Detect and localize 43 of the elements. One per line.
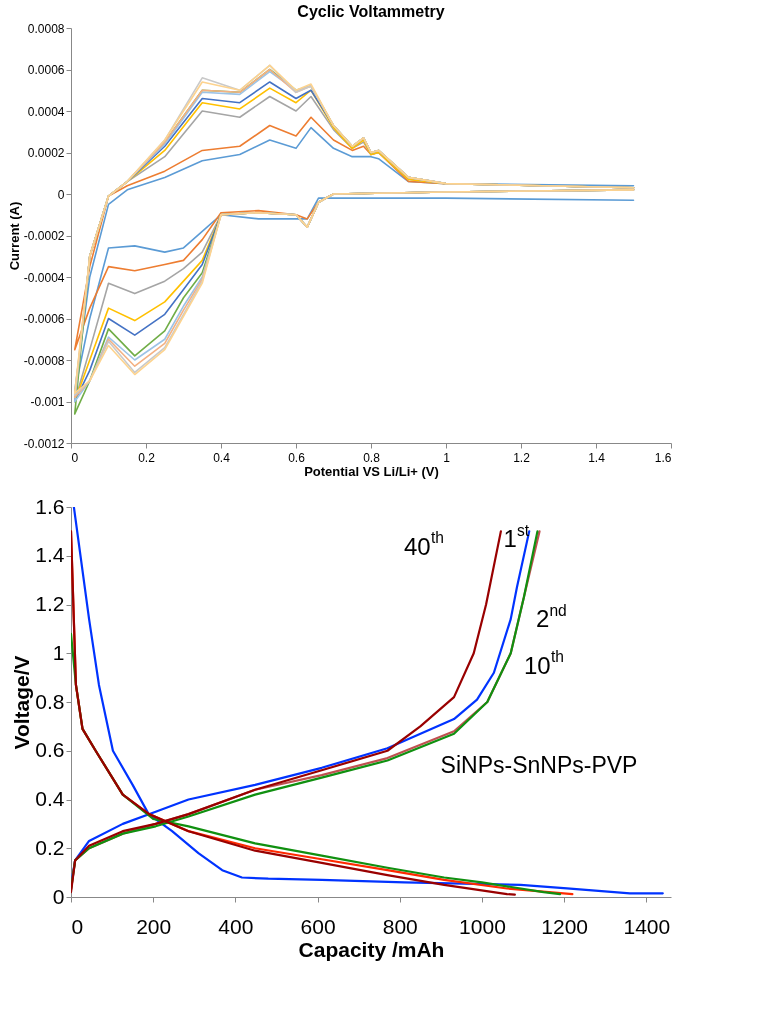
y-tick-label: -0.0002 bbox=[23, 229, 65, 243]
x-tick-label: 800 bbox=[382, 914, 418, 938]
x-tick-label: 1.4 bbox=[588, 450, 606, 465]
x-tick-label: 1.2 bbox=[513, 450, 531, 465]
y-axis-title: Current (A) bbox=[6, 201, 22, 271]
y-tick-label: 0.0006 bbox=[27, 63, 65, 77]
x-tick-label: 1000 bbox=[459, 914, 506, 938]
y-tick-label: 0.8 bbox=[35, 689, 65, 713]
y-tick-label: 0.0002 bbox=[27, 146, 65, 160]
x-tick-label: 1400 bbox=[623, 914, 671, 938]
y-axis-title: Voltage/V bbox=[10, 655, 34, 750]
y-tick-label: 0.4 bbox=[35, 787, 65, 810]
y-tick-label: 0 bbox=[57, 187, 65, 202]
y-tick-label: 0.2 bbox=[35, 835, 65, 859]
y-tick-label: -0.001 bbox=[30, 395, 65, 409]
y-tick-label: 0.6 bbox=[35, 738, 65, 762]
y-tick-label: -0.0004 bbox=[23, 270, 65, 285]
y-tick-label: -0.0006 bbox=[23, 312, 65, 326]
x-axis-title: Capacity /mAh bbox=[298, 937, 445, 961]
annotation: SiNPs-SnNPs-PVP bbox=[440, 752, 638, 779]
chart-title: Cyclic Voltammetry bbox=[297, 3, 445, 20]
x-tick-label: 0 bbox=[71, 450, 79, 465]
y-tick-label: 0 bbox=[52, 884, 65, 908]
x-tick-label: 0.8 bbox=[363, 450, 381, 465]
x-tick-label: 0.4 bbox=[213, 450, 231, 465]
y-tick-label: 1.2 bbox=[35, 592, 65, 615]
y-tick-label: 0.0004 bbox=[27, 104, 65, 119]
y-tick-label: -0.0012 bbox=[23, 436, 65, 451]
y-tick-label: -0.0008 bbox=[23, 353, 65, 368]
y-tick-label: 1 bbox=[52, 640, 65, 664]
y-tick-label: 1.4 bbox=[35, 543, 65, 567]
x-tick-label: 1 bbox=[443, 450, 451, 465]
y-tick-label: 0.0008 bbox=[27, 21, 65, 36]
x-tick-label: 0.6 bbox=[288, 450, 306, 465]
x-tick-label: 600 bbox=[300, 914, 336, 938]
y-tick-label: 1.6 bbox=[35, 494, 65, 518]
x-axis-title: Potential VS Li/Li+ (V) bbox=[304, 463, 439, 479]
x-tick-label: 200 bbox=[136, 914, 172, 938]
x-tick-label: 0.2 bbox=[138, 450, 156, 465]
x-tick-label: 1.6 bbox=[654, 450, 672, 465]
x-tick-label: 0 bbox=[71, 914, 84, 938]
x-tick-label: 1200 bbox=[541, 914, 589, 938]
x-tick-label: 400 bbox=[218, 914, 254, 938]
